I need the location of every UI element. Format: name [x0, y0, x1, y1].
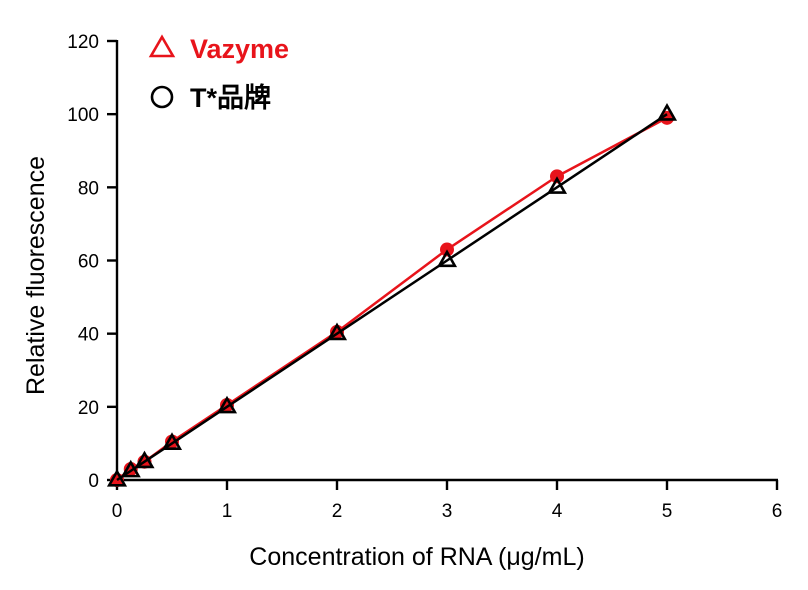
t-brand-data-point — [120, 459, 141, 478]
y-tick-label: 80 — [78, 178, 99, 199]
legend-item-t-brand: T*品牌 — [150, 83, 271, 113]
x-tick-label: 2 — [332, 501, 343, 522]
t-brand-data-point — [326, 322, 348, 341]
y-axis-title: Relative fluorescence — [22, 156, 50, 395]
y-axis-ticks: 0 20 40 60 80 100 120 — [67, 32, 117, 492]
legend-circle-marker-icon — [150, 85, 174, 109]
y-tick-label: 60 — [78, 252, 99, 273]
y-tick-label: 0 — [88, 471, 99, 492]
x-tick-label: 1 — [222, 501, 233, 522]
t-brand-data-point — [656, 103, 678, 121]
x-axis-title: Concentration of RNA (μg/mL) — [249, 543, 584, 571]
x-tick-label: 3 — [442, 501, 453, 522]
x-tick-label: 4 — [552, 501, 563, 522]
series-layer — [106, 103, 678, 487]
y-tick-label: 40 — [78, 325, 99, 346]
x-axis-ticks: 0 1 2 3 4 5 6 — [112, 480, 783, 522]
x-tick-label: 6 — [772, 501, 783, 522]
t-brand-data-point — [161, 432, 183, 450]
t-brand-series-line — [116, 113, 668, 482]
y-tick-label: 20 — [78, 398, 99, 419]
legend-triangle-marker-icon — [148, 34, 176, 58]
y-tick-label: 120 — [67, 32, 99, 53]
t-brand-data-point — [134, 450, 155, 469]
y-tick-label: 100 — [67, 105, 99, 126]
legend-label-vazyme: Vazyme — [190, 34, 289, 64]
legend-label-t-brand: T*品牌 — [190, 83, 271, 113]
t-brand-data-point — [106, 468, 128, 487]
x-tick-label: 5 — [662, 501, 673, 522]
x-tick-label: 0 — [112, 501, 123, 522]
t-brand-data-point — [216, 395, 238, 414]
t-brand-data-point — [546, 176, 568, 194]
legend: Vazyme T*品牌 — [148, 34, 289, 113]
t-brand-data-point — [436, 249, 458, 268]
legend-item-vazyme: Vazyme — [148, 34, 289, 64]
